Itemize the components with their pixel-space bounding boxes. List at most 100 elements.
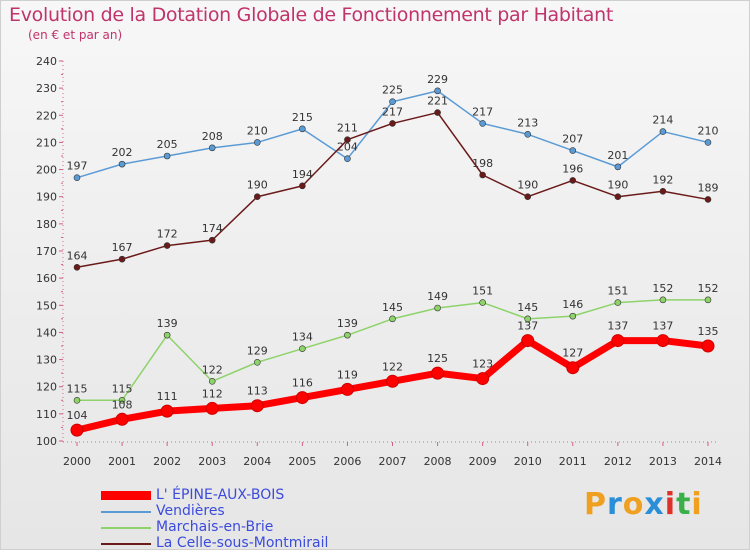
y-tick-label: 110 [36,408,57,421]
data-label: 192 [652,173,673,186]
data-point [524,315,532,323]
x-tick-label: 2000 [63,455,91,468]
data-point [524,193,532,201]
data-point [344,331,351,339]
y-tick-label: 170 [36,245,57,258]
data-point [70,423,84,437]
y-tick-label: 190 [36,191,57,204]
y-tick-label: 220 [36,109,57,122]
data-label: 137 [517,320,538,333]
data-point [163,152,171,160]
data-label: 211 [337,122,358,135]
data-point [299,345,306,353]
y-tick-label: 150 [36,299,57,312]
data-point [569,177,577,184]
data-point [295,391,309,405]
data-label: 115 [67,382,88,395]
data-point [73,174,81,182]
data-point [118,396,126,404]
legend-label: La Celle-sous-Montmirail [156,535,329,551]
legend-swatch [101,511,151,513]
data-label: 111 [157,390,178,403]
data-point [569,147,577,154]
data-point [208,144,216,152]
data-label: 190 [247,179,268,192]
data-label: 125 [427,352,448,365]
data-point [656,334,670,348]
x-tick-label: 2010 [514,455,542,468]
data-point [659,296,667,304]
x-tick-label: 2006 [333,455,361,468]
data-label: 137 [607,320,628,333]
data-label: 104 [67,409,88,422]
data-point [476,372,490,386]
data-label: 174 [202,222,223,235]
data-label: 201 [607,149,628,162]
y-tick-label: 140 [36,326,57,339]
data-label: 152 [652,282,673,295]
data-point [344,136,351,144]
data-label: 197 [67,160,88,173]
data-label: 196 [562,162,583,175]
data-point [701,339,715,353]
chart-subtitle: (en € et par an) [28,28,123,42]
data-label: 194 [292,168,313,181]
y-tick-label: 120 [36,381,57,394]
data-label: 113 [247,385,268,398]
logo-letter: P [584,487,607,522]
x-tick-label: 2003 [198,455,226,468]
data-label: 145 [382,301,403,314]
data-label: 134 [292,331,313,344]
legend-swatch [101,527,151,529]
data-label: 221 [427,95,448,108]
data-label: 210 [247,124,268,137]
data-label: 137 [652,320,673,333]
x-tick-label: 2009 [469,455,497,468]
data-label: 151 [607,285,628,298]
x-tick-label: 2001 [108,455,136,468]
data-label: 204 [337,141,358,154]
data-label: 190 [607,179,628,192]
y-tick-label: 160 [36,272,57,285]
data-label: 139 [157,317,178,330]
data-point [704,196,712,203]
data-label: 112 [202,387,223,400]
data-label: 145 [517,301,538,314]
data-label: 152 [698,282,719,295]
data-label: 189 [698,181,719,194]
data-point [659,187,667,195]
data-point [73,396,81,404]
data-label: 146 [562,298,583,311]
data-label: 207 [562,133,583,146]
data-point [208,377,216,385]
y-tick-label: 230 [36,82,57,95]
data-label: 205 [157,138,178,151]
data-point [205,401,219,415]
logo-letter: x [644,487,665,522]
data-label: 115 [112,382,133,395]
data-label: 149 [427,290,448,303]
data-point [479,171,486,179]
data-label: 116 [292,377,313,390]
legend-label: Vendières [156,503,225,519]
data-point [569,312,577,320]
data-label: 129 [247,344,268,357]
data-point [434,109,441,116]
data-label: 217 [382,105,403,118]
x-tick-label: 2002 [153,455,181,468]
y-tick-label: 100 [36,435,57,448]
data-label: 151 [472,285,493,298]
data-point [614,299,622,306]
legend-swatch [101,543,151,545]
x-tick-label: 2005 [288,455,316,468]
data-label: 172 [157,228,178,241]
data-point [253,193,261,201]
x-tick-label: 2014 [694,455,722,468]
data-point [389,315,396,323]
logo-letter: i [664,487,677,522]
y-tick-label: 130 [36,354,57,367]
data-label: 123 [472,358,493,371]
data-point [434,87,441,95]
data-point [253,358,261,366]
data-label: 213 [517,116,538,129]
